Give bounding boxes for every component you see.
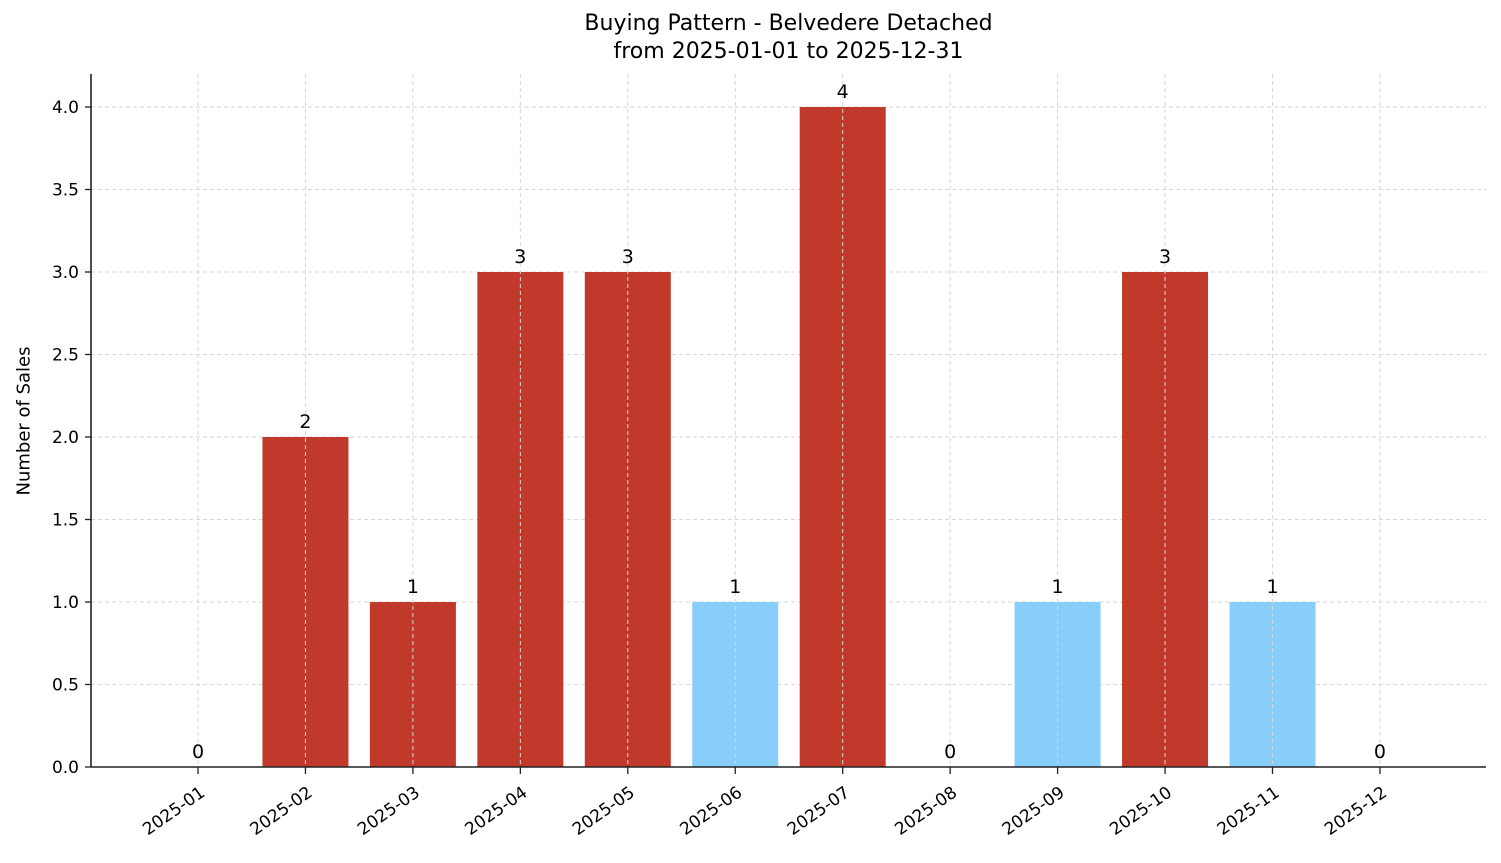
bar-value-label: 3 [514,246,526,268]
x-tick-label: 2025-05 [569,783,639,840]
y-tick-label: 1.0 [52,593,79,613]
x-tick-label: 2025-10 [1106,783,1176,840]
x-tick-label: 2025-11 [1214,783,1284,840]
bar-value-label: 0 [944,741,956,763]
x-tick-label: 2025-07 [784,783,854,840]
bar-value-label: 1 [407,576,419,598]
bar-value-label: 3 [1159,246,1171,268]
bar-value-label: 1 [1052,576,1064,598]
bar-value-label: 0 [192,741,204,763]
x-tick-label: 2025-06 [676,783,746,840]
chart-subtitle: from 2025-01-01 to 2025-12-31 [613,39,964,64]
x-tick-label: 2025-01 [139,783,209,840]
chart-title: Buying Pattern - Belvedere Detached from… [0,10,1501,66]
x-tick-label: 2025-12 [1321,783,1391,840]
x-tick-label: 2025-09 [999,783,1069,840]
chart-title-line1: Buying Pattern - Belvedere Detached [584,11,993,36]
y-tick-label: 0.0 [52,758,79,778]
bar-value-label: 2 [299,411,311,433]
x-tick-label: 2025-02 [247,783,317,840]
x-tick-label: 2025-03 [354,783,424,840]
bar-value-labels: 0 2 1 3 3 1 4 0 1 3 1 0 [192,81,1386,763]
y-tick-label: 3.0 [52,263,79,283]
y-tick-label: 2.5 [52,346,79,366]
bar-value-label: 3 [622,246,634,268]
bars [197,74,1381,767]
y-tick-label: 0.5 [52,676,79,696]
bar-value-label: 0 [1374,741,1386,763]
y-tick-label: 3.5 [52,181,79,201]
bar-value-label: 1 [729,576,741,598]
bar [799,107,886,767]
y-tick-label: 2.0 [52,428,79,448]
bar-value-label: 1 [1266,576,1278,598]
y-tick-label: 4.0 [52,98,79,118]
y-tick-label: 1.5 [52,511,79,531]
x-tick-label: 2025-08 [891,783,961,840]
x-tick-label: 2025-04 [462,783,532,840]
bar-value-label: 4 [837,81,849,103]
